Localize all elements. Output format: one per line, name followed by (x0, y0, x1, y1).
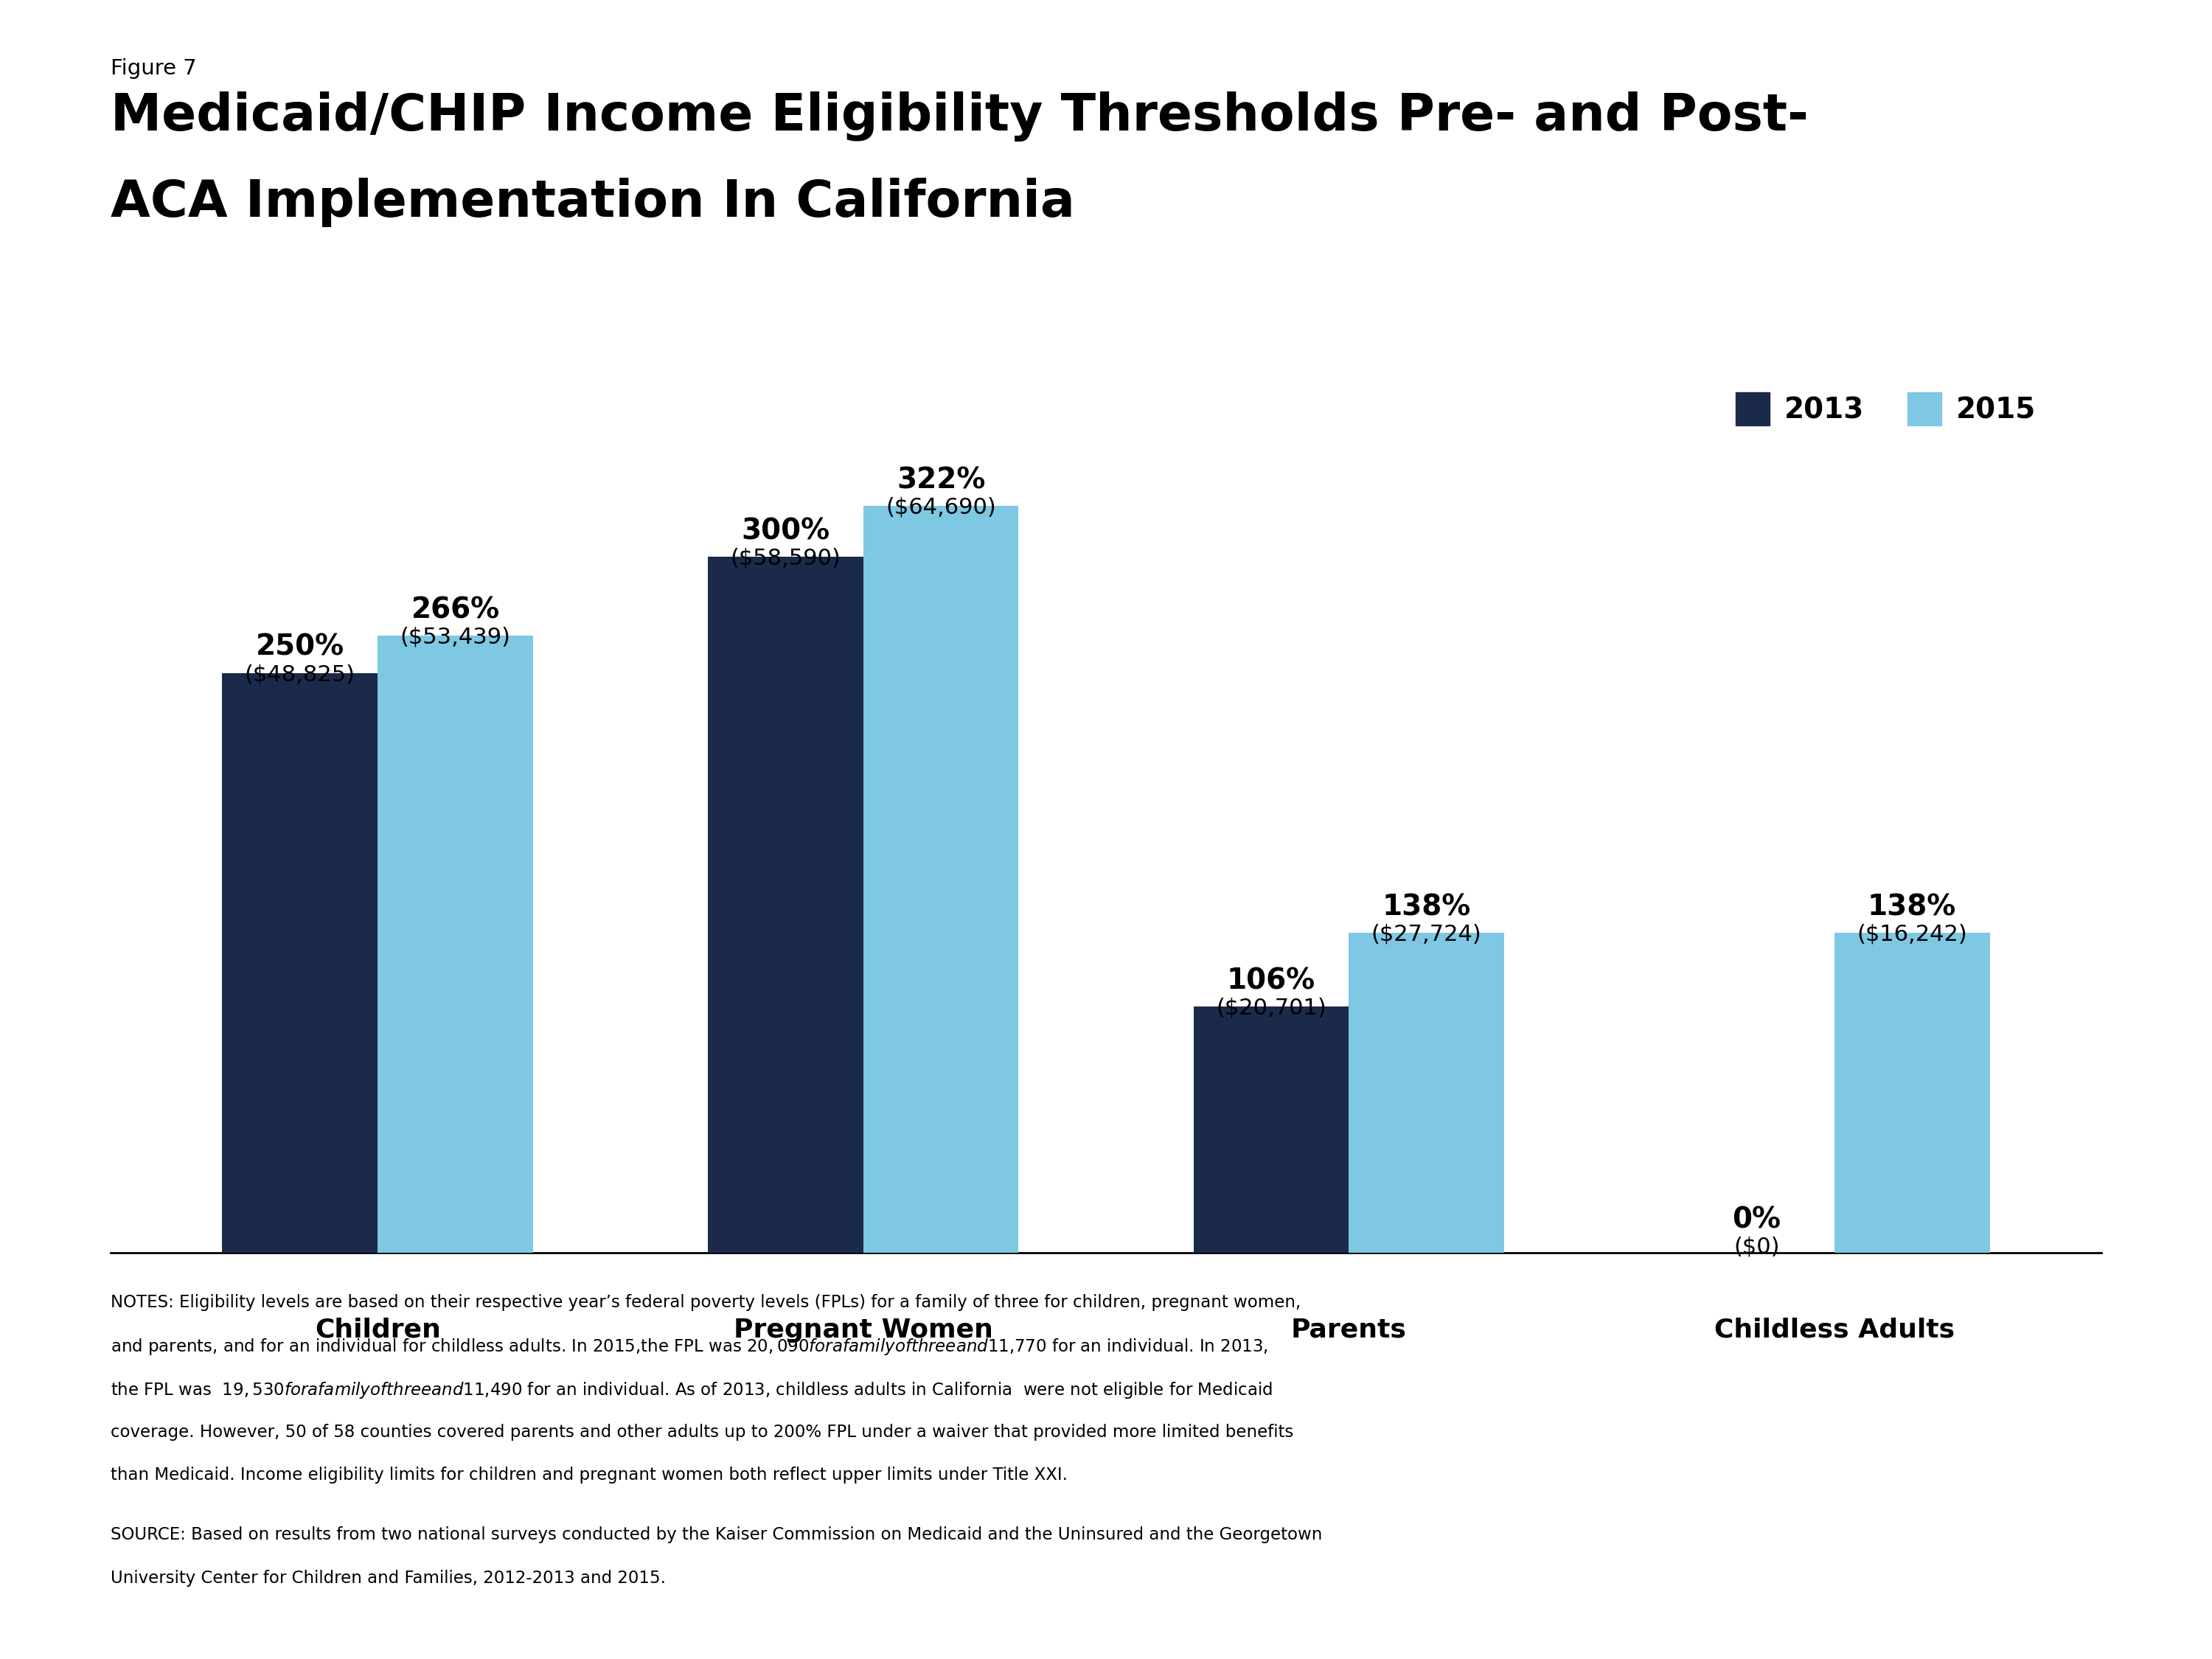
Text: SOURCE: Based on results from two national surveys conducted by the Kaiser Commi: SOURCE: Based on results from two nation… (111, 1526, 1323, 1543)
Text: ($16,242): ($16,242) (1856, 924, 1966, 944)
Text: 250%: 250% (257, 634, 345, 662)
Text: 300%: 300% (741, 518, 830, 546)
Text: Childless Adults: Childless Adults (1714, 1317, 1955, 1342)
Text: FOUNDATION: FOUNDATION (1973, 1564, 2079, 1579)
Text: Figure 7: Figure 7 (111, 58, 197, 78)
Text: 266%: 266% (411, 596, 500, 624)
Text: Medicaid/CHIP Income Eligibility Thresholds Pre- and Post-: Medicaid/CHIP Income Eligibility Thresho… (111, 91, 1809, 141)
Text: ($48,825): ($48,825) (246, 664, 356, 685)
Text: FAMILY: FAMILY (1991, 1515, 2062, 1531)
Text: Children: Children (314, 1317, 440, 1342)
Text: ($27,724): ($27,724) (1371, 924, 1482, 944)
Bar (863, 506, 1018, 1253)
Bar (1349, 932, 1504, 1253)
Text: ($0): ($0) (1734, 1236, 1781, 1258)
Bar (221, 674, 378, 1253)
Text: 0%: 0% (1732, 1206, 1781, 1234)
Bar (708, 557, 863, 1253)
Bar (378, 635, 533, 1253)
Text: Parents: Parents (1292, 1317, 1407, 1342)
Text: the FPL was  $19,530 for a family of three and $11,490 for an individual. As of : the FPL was $19,530 for a family of thre… (111, 1380, 1272, 1400)
Text: 138%: 138% (1382, 893, 1471, 921)
Text: than Medicaid. Income eligibility limits for children and pregnant women both re: than Medicaid. Income eligibility limits… (111, 1467, 1068, 1483)
Text: University Center for Children and Families, 2012-2013 and 2015.: University Center for Children and Famil… (111, 1569, 666, 1586)
Bar (1194, 1007, 1349, 1253)
Text: 322%: 322% (896, 466, 984, 494)
Text: ($20,701): ($20,701) (1217, 997, 1327, 1019)
Text: KAISER: KAISER (1975, 1462, 2077, 1486)
Legend: 2013, 2015: 2013, 2015 (1723, 382, 2048, 436)
Text: THE HENRY J.: THE HENRY J. (1978, 1417, 2075, 1430)
Text: ($58,590): ($58,590) (730, 547, 841, 569)
Text: and parents, and for an individual for childless adults. In 2015,the FPL was $20: and parents, and for an individual for c… (111, 1337, 1267, 1357)
Text: Pregnant Women: Pregnant Women (734, 1317, 993, 1342)
Text: 138%: 138% (1867, 893, 1955, 921)
Text: NOTES: Eligibility levels are based on their respective year’s federal poverty l: NOTES: Eligibility levels are based on t… (111, 1294, 1301, 1311)
Text: ($53,439): ($53,439) (400, 627, 511, 649)
Text: coverage. However, 50 of 58 counties covered parents and other adults up to 200%: coverage. However, 50 of 58 counties cov… (111, 1423, 1294, 1440)
Text: ($64,690): ($64,690) (885, 496, 995, 518)
Bar (1834, 932, 1991, 1253)
Text: ACA Implementation In California: ACA Implementation In California (111, 178, 1075, 227)
Text: 106%: 106% (1228, 967, 1316, 995)
